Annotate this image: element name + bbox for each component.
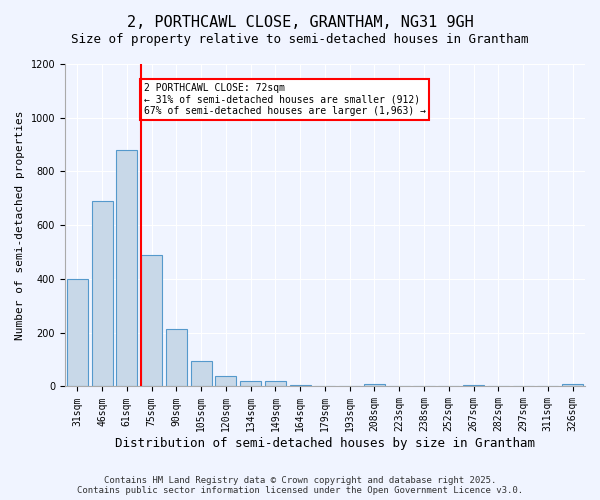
X-axis label: Distribution of semi-detached houses by size in Grantham: Distribution of semi-detached houses by … (115, 437, 535, 450)
Bar (364, 384, 385, 386)
Bar (240, 381, 261, 386)
Text: Size of property relative to semi-detached houses in Grantham: Size of property relative to semi-detach… (71, 32, 529, 46)
Text: Contains HM Land Registry data © Crown copyright and database right 2025.
Contai: Contains HM Land Registry data © Crown c… (77, 476, 523, 495)
Bar (116, 150, 137, 386)
Bar (67, 279, 88, 386)
Bar (562, 384, 583, 386)
Bar (290, 385, 311, 386)
Bar (92, 201, 113, 386)
Bar (141, 255, 162, 386)
Y-axis label: Number of semi-detached properties: Number of semi-detached properties (15, 110, 25, 340)
Bar (166, 328, 187, 386)
Bar (215, 376, 236, 386)
Bar (191, 361, 212, 386)
Bar (265, 381, 286, 386)
Text: 2 PORTHCAWL CLOSE: 72sqm
← 31% of semi-detached houses are smaller (912)
67% of : 2 PORTHCAWL CLOSE: 72sqm ← 31% of semi-d… (143, 83, 425, 116)
Text: 2, PORTHCAWL CLOSE, GRANTHAM, NG31 9GH: 2, PORTHCAWL CLOSE, GRANTHAM, NG31 9GH (127, 15, 473, 30)
Bar (463, 385, 484, 386)
